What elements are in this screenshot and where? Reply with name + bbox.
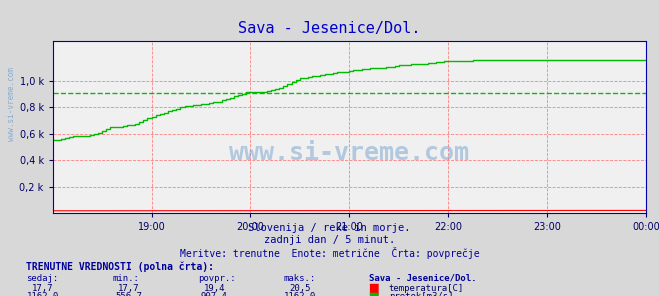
Text: min.:: min.: [112, 274, 139, 283]
Text: www.si-vreme.com: www.si-vreme.com [7, 67, 16, 141]
Text: 1162,0: 1162,0 [27, 292, 59, 296]
Text: 17,7: 17,7 [32, 284, 53, 292]
Text: 17,7: 17,7 [118, 284, 139, 292]
Text: Meritve: trenutne  Enote: metrične  Črta: povprečje: Meritve: trenutne Enote: metrične Črta: … [180, 247, 479, 259]
Text: █: █ [369, 284, 378, 295]
Text: povpr.:: povpr.: [198, 274, 235, 283]
Text: 907,4: 907,4 [201, 292, 227, 296]
Text: Sava - Jesenice/Dol.: Sava - Jesenice/Dol. [369, 274, 476, 283]
Text: temperatura[C]: temperatura[C] [389, 284, 464, 292]
Text: sedaj:: sedaj: [26, 274, 59, 283]
Text: Sava - Jesenice/Dol.: Sava - Jesenice/Dol. [239, 21, 420, 36]
Text: █: █ [369, 292, 378, 296]
Text: zadnji dan / 5 minut.: zadnji dan / 5 minut. [264, 235, 395, 245]
Text: maks.:: maks.: [283, 274, 316, 283]
Text: 20,5: 20,5 [289, 284, 310, 292]
Text: TRENUTNE VREDNOSTI (polna črta):: TRENUTNE VREDNOSTI (polna črta): [26, 262, 214, 272]
Text: 556,7: 556,7 [115, 292, 142, 296]
Text: 1162,0: 1162,0 [284, 292, 316, 296]
Text: Slovenija / reke in morje.: Slovenija / reke in morje. [248, 223, 411, 234]
Text: 19,4: 19,4 [204, 284, 225, 292]
Text: pretok[m3/s]: pretok[m3/s] [389, 292, 453, 296]
Text: www.si-vreme.com: www.si-vreme.com [229, 141, 469, 165]
